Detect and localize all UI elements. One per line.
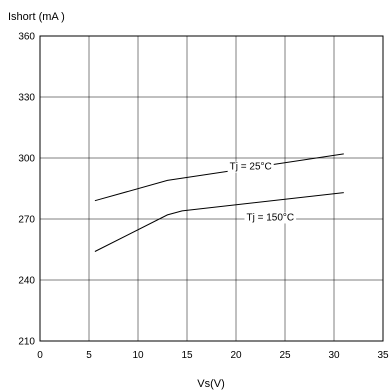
series-lines [94, 153, 344, 252]
series-annotation-1: Tj = 25°C [230, 162, 272, 173]
x-tick-label: 10 [132, 350, 144, 361]
y-tick-label: 360 [18, 32, 35, 43]
x-tick-label: 35 [377, 350, 389, 361]
y-tick-label: 330 [18, 93, 35, 104]
x-tick-label: 5 [86, 350, 92, 361]
series-line-2 [94, 192, 344, 252]
x-tick-label: 15 [181, 350, 193, 361]
annotation-background [244, 212, 297, 224]
series-annotation-2: Tj = 150°C [246, 212, 294, 223]
x-tick-label: 0 [37, 350, 43, 361]
series-line-1 [94, 153, 344, 202]
annotation-background [227, 161, 274, 173]
y-tick-label: 240 [18, 276, 35, 287]
x-tick-label: 30 [328, 350, 340, 361]
y-tick-label: 210 [18, 337, 35, 348]
x-tick-label: 20 [230, 350, 242, 361]
y-tick-label: 300 [18, 154, 35, 165]
y-tick-labels: 210 240 270 300 330 360 [18, 32, 35, 348]
y-axis-label: Ishort (mA ) [8, 11, 65, 23]
x-tick-labels: 0 5 10 15 20 25 30 35 [37, 350, 389, 361]
y-tick-label: 270 [18, 215, 35, 226]
annotations: Tj = 25°C Tj = 150°C [227, 161, 297, 224]
plot-frame [39, 35, 384, 342]
grid [39, 35, 384, 342]
x-axis-label: Vs(V) [197, 378, 225, 390]
x-tick-label: 25 [279, 350, 291, 361]
